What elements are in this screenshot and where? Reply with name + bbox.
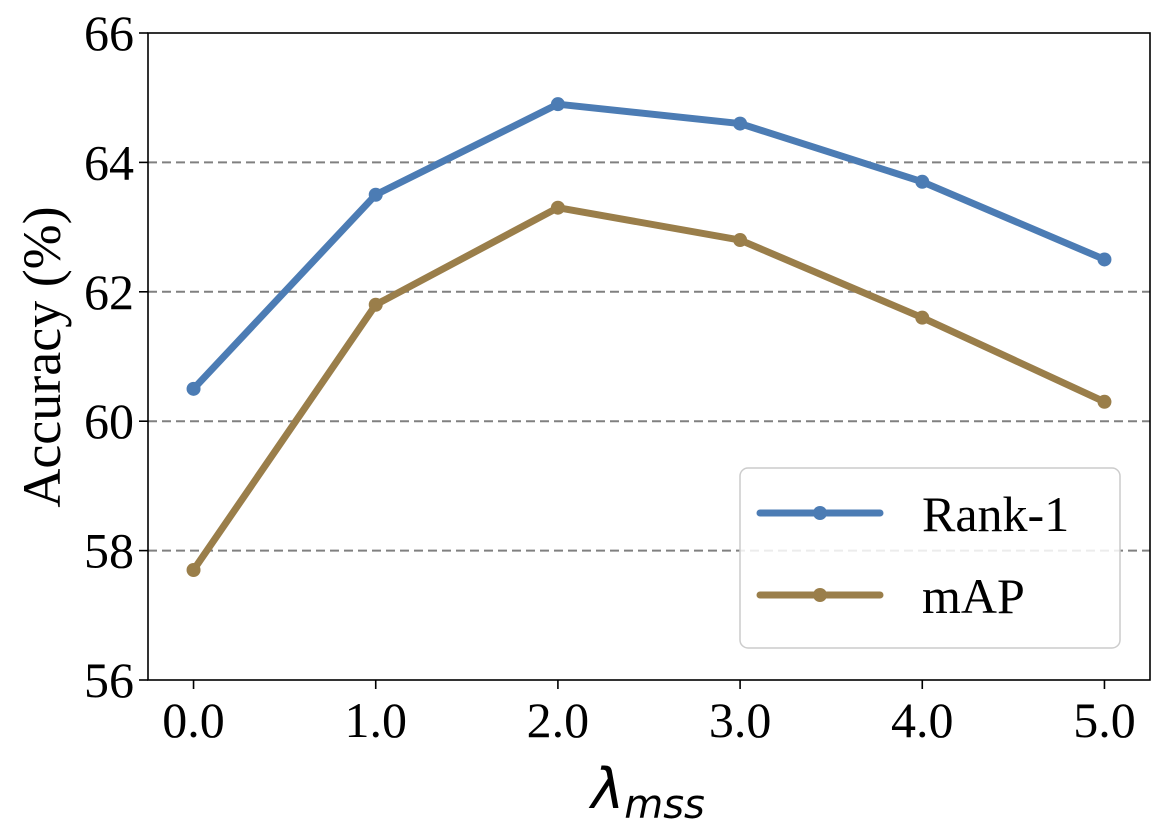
axis-ticks: 56 58 60 62 64 66 0.0 1.0 2.0 3.0 4.0 5.0 xyxy=(84,5,1136,748)
x-tick-label-4.0: 4.0 xyxy=(891,692,954,748)
data-point-rank-1-2 xyxy=(550,97,565,112)
y-tick-label-56: 56 xyxy=(84,652,134,708)
x-axis-title-main: λ xyxy=(588,757,624,822)
data-point-rank-1-5 xyxy=(1097,252,1112,267)
legend-label-map: mAP xyxy=(922,568,1025,624)
data-point-rank-1-0 xyxy=(186,381,201,396)
data-point-rank-1-4 xyxy=(915,174,930,189)
data-point-rank-1-1 xyxy=(368,187,383,202)
data-point-rank-1-3 xyxy=(733,116,748,131)
data-point-map-3 xyxy=(733,233,748,248)
data-point-map-4 xyxy=(915,310,930,325)
x-tick-label-0.0: 0.0 xyxy=(162,692,225,748)
data-point-map-0 xyxy=(186,563,201,578)
y-tick-label-64: 64 xyxy=(84,134,134,190)
legend-label-rank-1: Rank-1 xyxy=(922,486,1069,542)
series-layer xyxy=(186,97,1112,578)
y-tick-label-66: 66 xyxy=(84,5,134,61)
x-axis-title: λmss xyxy=(588,757,705,827)
data-point-map-2 xyxy=(550,200,565,215)
data-point-map-5 xyxy=(1097,394,1112,409)
legend-marker-map xyxy=(813,588,827,602)
y-tick-label-60: 60 xyxy=(84,393,134,449)
y-axis-title: Accuracy (%) xyxy=(12,206,72,507)
x-tick-label-1.0: 1.0 xyxy=(344,692,407,748)
x-tick-label-2.0: 2.0 xyxy=(527,692,590,748)
y-tick-label-62: 62 xyxy=(84,264,134,320)
plot-frame xyxy=(147,32,1151,681)
series-line-map xyxy=(190,204,1108,574)
x-axis-title-subscript: mss xyxy=(624,782,705,827)
y-tick-label-58: 58 xyxy=(84,523,134,579)
series-line-rank-1 xyxy=(190,100,1108,393)
legend: Rank-1 mAP xyxy=(739,467,1121,649)
data-point-map-1 xyxy=(368,297,383,312)
x-tick-label-5.0: 5.0 xyxy=(1073,692,1136,748)
legend-marker-rank-1 xyxy=(813,506,827,520)
x-tick-label-3.0: 3.0 xyxy=(709,692,772,748)
